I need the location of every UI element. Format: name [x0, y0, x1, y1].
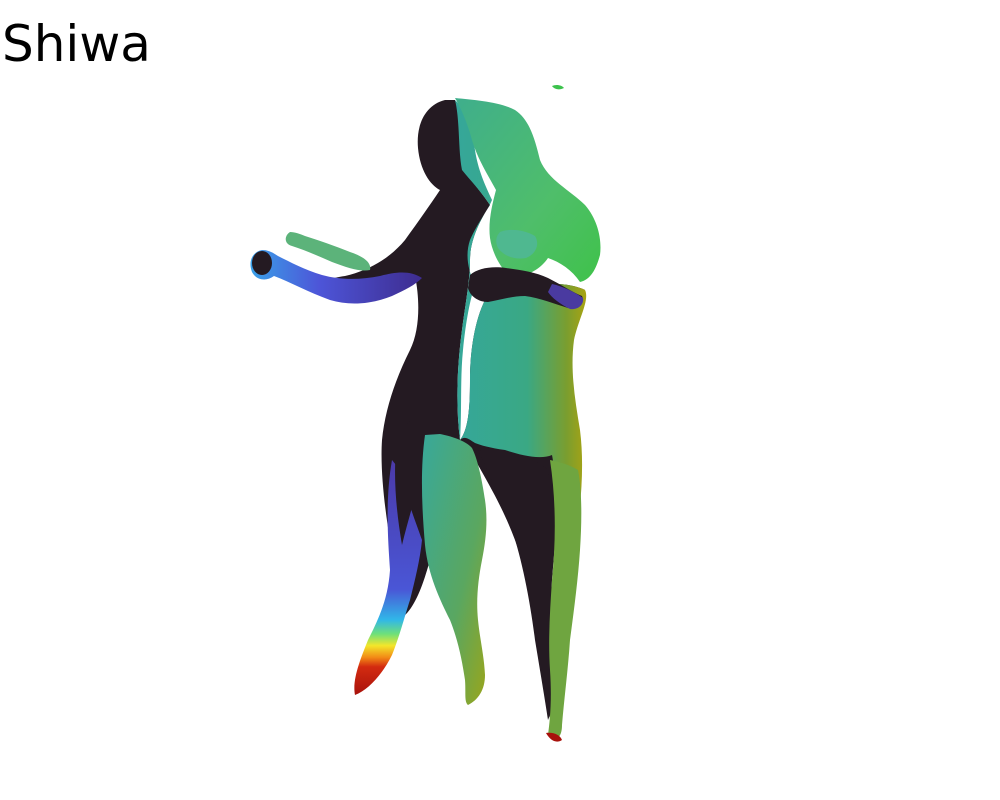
- hand-on-chest: [496, 229, 538, 259]
- right-leg-shadow: [478, 450, 555, 720]
- scan-fragment: [552, 84, 564, 90]
- back-leg: [548, 460, 582, 739]
- foot-tip-right: [546, 732, 562, 742]
- head-hair: [455, 98, 601, 282]
- extended-arm: [250, 250, 422, 304]
- underarm-tint: [548, 284, 584, 310]
- right-leg: [421, 434, 487, 705]
- page-title: Shiwa: [2, 15, 151, 73]
- left-leg-shadow: [395, 420, 423, 545]
- body-shadow-region: [318, 100, 585, 735]
- raised-forearm: [285, 232, 371, 271]
- fist: [252, 251, 272, 275]
- torso: [455, 100, 587, 620]
